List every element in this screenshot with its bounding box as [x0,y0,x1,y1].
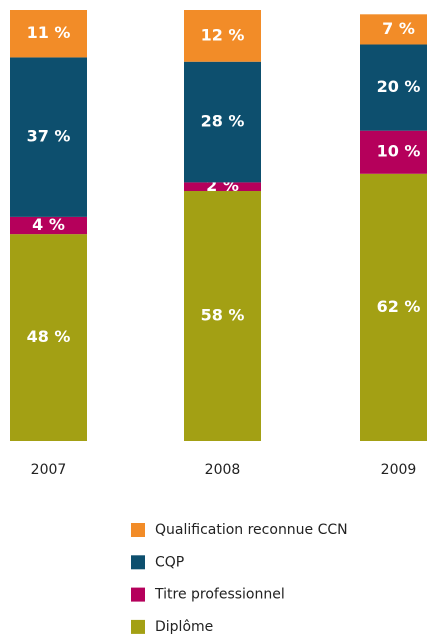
bar-segment [360,130,427,174]
bar-segment [184,191,261,441]
value-label: 48 % [27,327,71,346]
value-label: 62 % [377,297,421,316]
bar-segment [10,234,87,441]
legend-swatch [131,523,145,537]
legend-swatch [131,587,145,602]
bar-segment [360,14,427,45]
value-label: 37 % [27,127,71,146]
x-tick-label: 2009 [381,462,417,478]
value-label: 11 % [27,23,71,42]
bar-segment [10,57,87,217]
legend-label: CQP [155,554,184,570]
x-tick-label: 2007 [31,462,67,478]
bar-segment [360,44,427,131]
value-label: 7 % [382,19,415,38]
legend-label: Titre professionnel [154,587,285,603]
bar-segment [184,10,261,62]
value-label: 58 % [201,306,245,325]
bar-segment [184,61,261,183]
bar-segment [184,182,261,192]
legend-swatch [131,555,145,570]
value-label: 12 % [201,25,245,44]
bar-segment [10,10,87,58]
x-tick-label: 2008 [205,462,241,478]
legend-label: Qualification reconnue CCN [155,522,348,538]
value-label: 20 % [377,77,421,96]
value-label: 28 % [201,112,245,131]
value-label: 10 % [377,142,421,161]
legend-swatch [131,619,145,634]
bar-segment [10,216,87,235]
legend-label: Diplôme [155,619,213,635]
bar-segment [360,173,427,441]
value-label: 4 % [32,215,65,234]
